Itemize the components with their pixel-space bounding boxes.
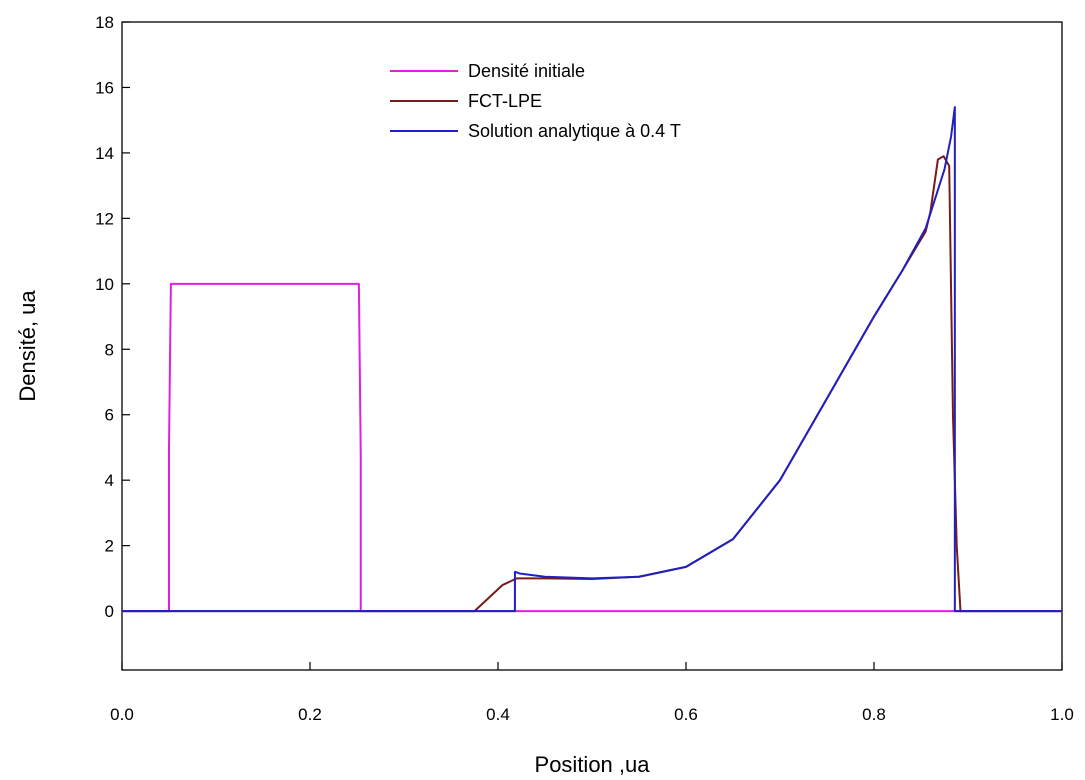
x-axis-title: Position ,ua — [535, 752, 651, 777]
legend: Densité initiale FCT-LPE Solution analytiq… — [390, 61, 681, 141]
y-tick-label: 8 — [105, 340, 114, 359]
y-tick-label: 0 — [105, 602, 114, 621]
y-tick-label: 4 — [105, 471, 114, 490]
y-tick-label: 18 — [95, 13, 114, 32]
x-tick-label: 0.4 — [486, 705, 510, 724]
x-tick-label: 0.2 — [298, 705, 322, 724]
series-line-densit-initiale — [122, 282, 1062, 613]
x-tick-label: 0.6 — [674, 705, 698, 724]
y-axis-ticks: 0 2 4 6 8 10 12 14 16 18 — [95, 13, 130, 621]
y-tick-label: 12 — [95, 209, 114, 228]
x-axis-ticks: 0.0 0.2 0.4 0.6 0.8 1.0 — [110, 662, 1074, 724]
series-line-solution-analytique-0-4-t — [122, 106, 1062, 613]
legend-label: Densité initiale — [468, 61, 585, 81]
legend-label: FCT-LPE — [468, 91, 542, 111]
series-layer — [122, 106, 1062, 613]
y-tick-label: 16 — [95, 78, 114, 97]
y-tick-label: 14 — [95, 144, 114, 163]
y-tick-label: 6 — [105, 406, 114, 425]
y-axis-title: Densité, ua — [15, 290, 40, 402]
y-tick-label: 2 — [105, 537, 114, 556]
legend-label: Solution analytique à 0.4 T — [468, 121, 681, 141]
x-tick-label: 1.0 — [1050, 705, 1074, 724]
x-tick-label: 0.8 — [862, 705, 886, 724]
y-tick-label: 10 — [95, 275, 114, 294]
series-line-fct-lpe — [122, 155, 1062, 613]
plot-frame — [121, 21, 1063, 671]
x-tick-label: 0.0 — [110, 705, 134, 724]
